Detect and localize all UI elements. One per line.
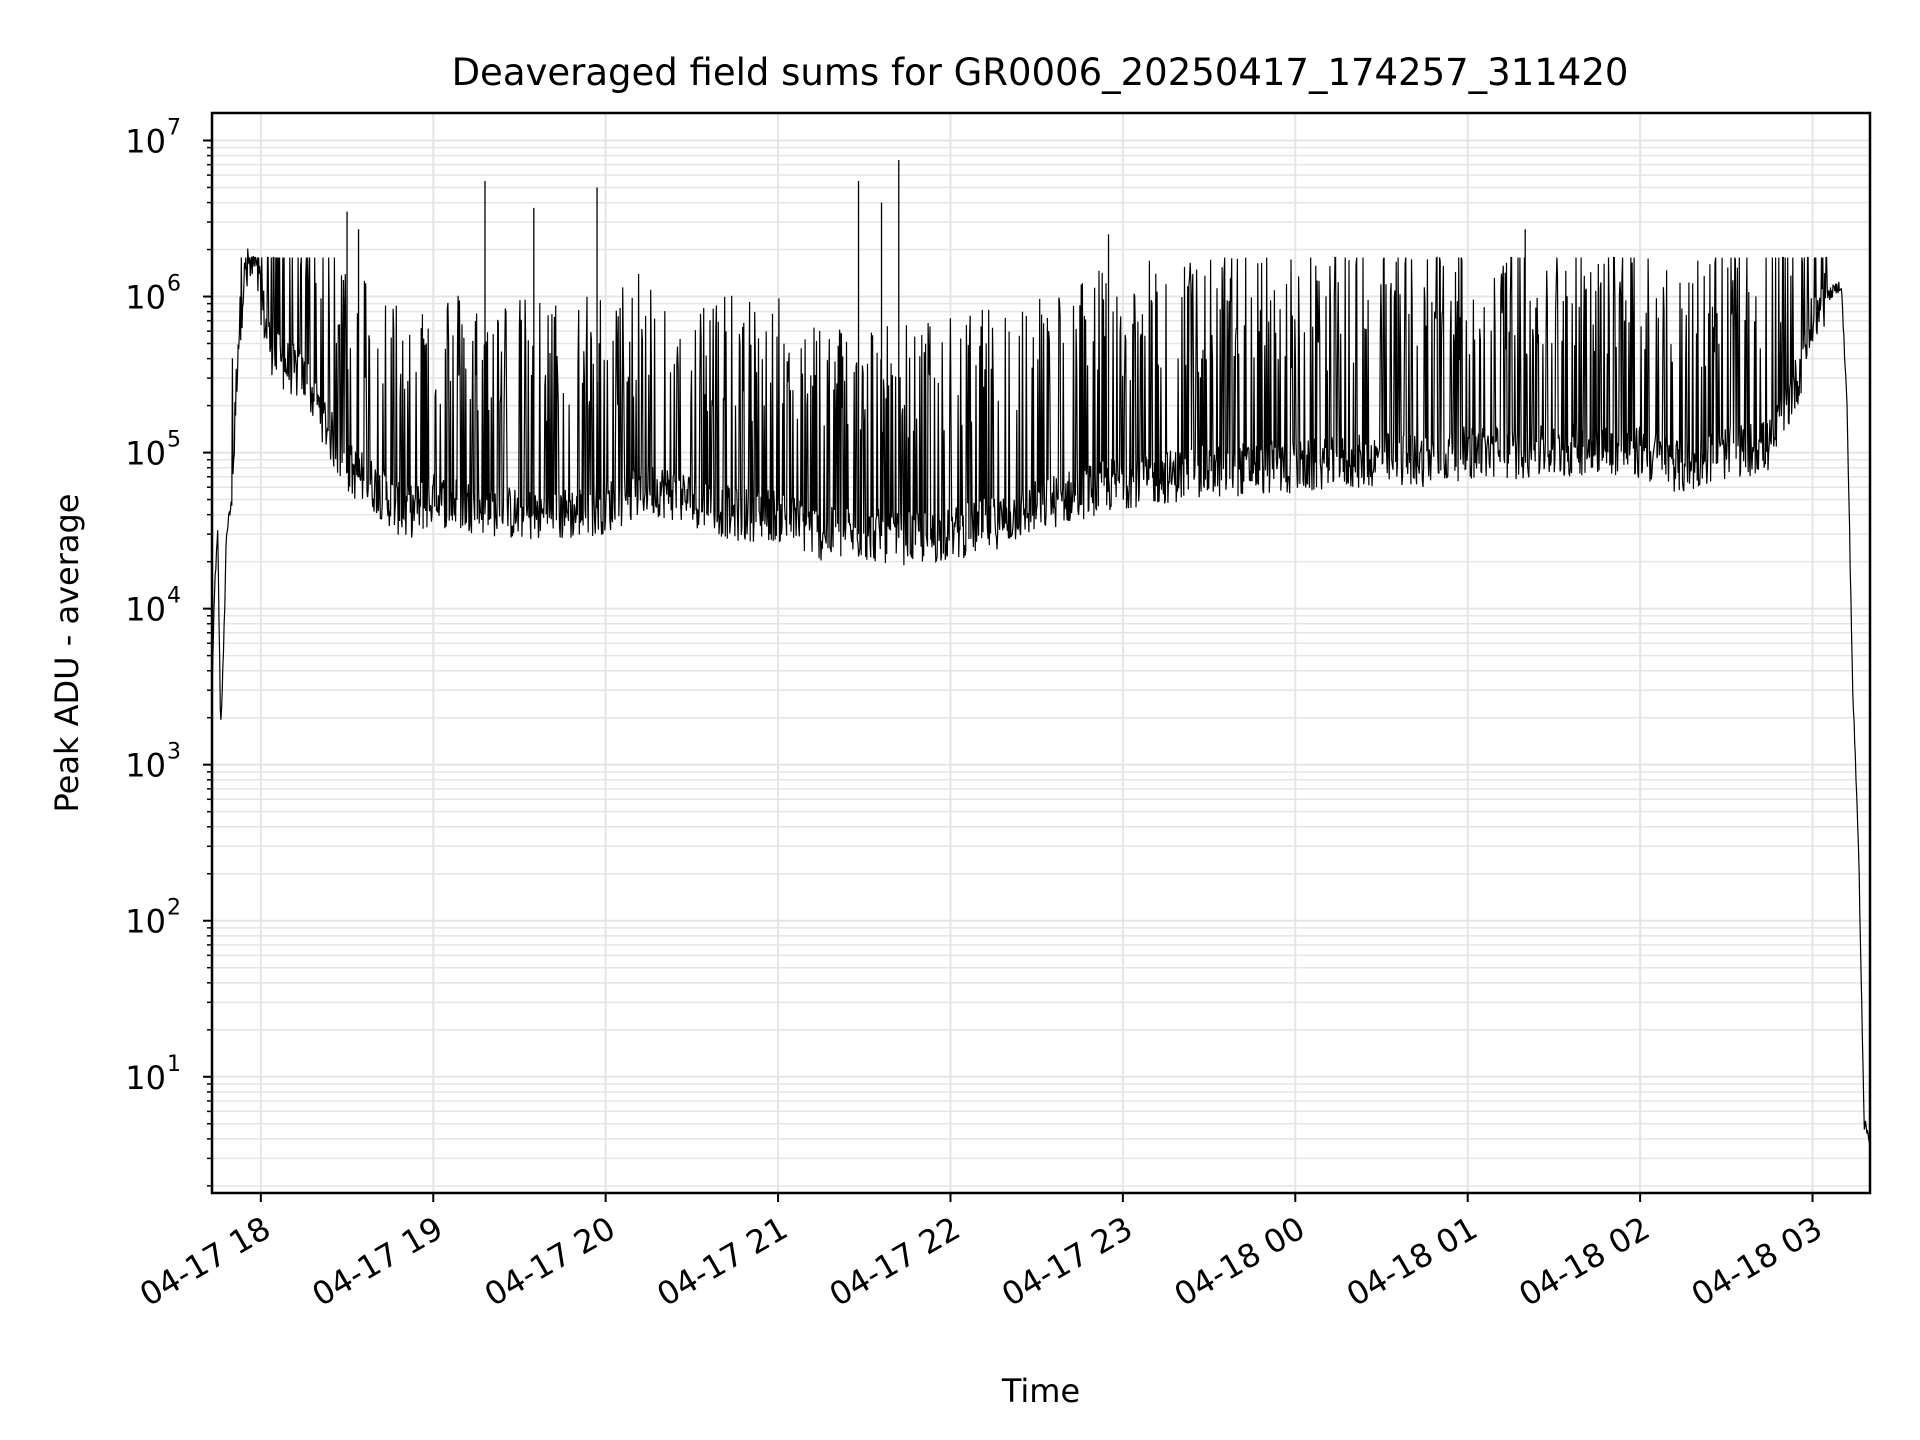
- axes-frame: [210, 111, 1872, 1195]
- plot-area: [211, 159, 1871, 1144]
- chart-title: Deaveraged field sums for GR0006_2025041…: [452, 51, 1629, 94]
- y-tick-label: 10: [125, 279, 166, 317]
- y-tick-exponent: 1: [167, 1052, 181, 1077]
- y-tick-exponent: 6: [167, 272, 181, 297]
- y-tick-exponent: 7: [167, 115, 181, 140]
- y-tick-exponent: 3: [167, 740, 181, 765]
- series-line: [211, 248, 1871, 1144]
- y-tick-label: 10: [125, 435, 166, 473]
- y-tick-label: 10: [125, 747, 166, 785]
- y-tick-label: 10: [125, 1059, 166, 1097]
- y-tick-label: 10: [125, 903, 166, 941]
- y-axis-label: Peak ADU - average: [48, 494, 86, 813]
- grid-layer: [212, 113, 1870, 1193]
- y-tick-label: 10: [125, 591, 166, 629]
- y-tick-label: 10: [125, 122, 166, 160]
- x-axis-label: Time: [1001, 1372, 1080, 1410]
- y-tick-exponent: 5: [167, 428, 181, 453]
- y-tick-exponent: 2: [167, 896, 181, 921]
- y-tick-exponent: 4: [167, 584, 181, 609]
